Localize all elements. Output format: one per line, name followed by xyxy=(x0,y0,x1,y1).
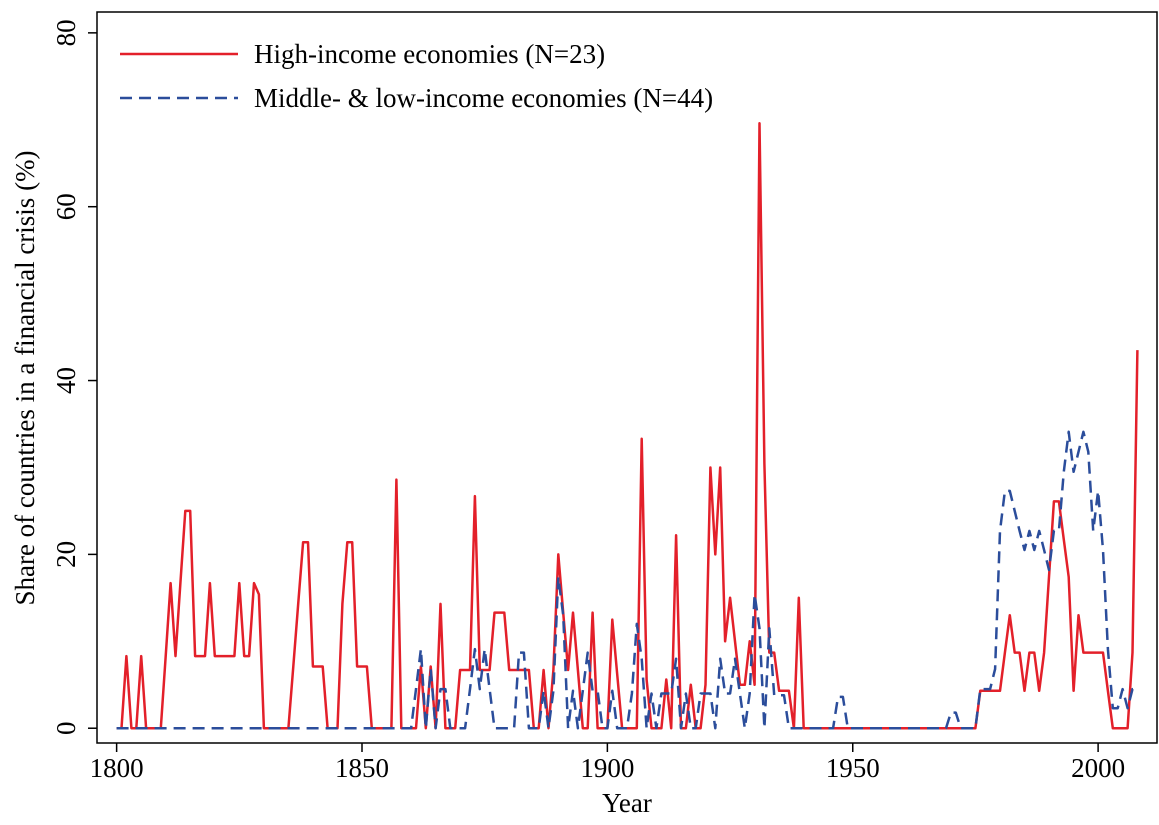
x-tick-label: 2000 xyxy=(1071,753,1125,783)
series-line xyxy=(116,430,1138,730)
plot-frame xyxy=(96,11,1158,744)
y-tick-label: 0 xyxy=(51,721,81,735)
y-tick-label: 80 xyxy=(51,19,81,46)
legend-label: Middle- & low-income economies (N=44) xyxy=(254,83,713,113)
y-tick-label: 60 xyxy=(51,193,81,220)
y-tick-label: 40 xyxy=(51,367,81,394)
series-line xyxy=(116,122,1139,730)
legend-label: High-income economies (N=23) xyxy=(254,39,605,69)
y-axis-label: Share of countries in a financial crisis… xyxy=(10,150,40,605)
x-tick-label: 1950 xyxy=(826,753,880,783)
y-tick-label: 20 xyxy=(51,541,81,568)
x-axis-label: Year xyxy=(602,788,652,818)
x-tick-label: 1800 xyxy=(90,753,144,783)
x-tick-label: 1900 xyxy=(580,753,634,783)
x-tick-label: 1850 xyxy=(335,753,389,783)
